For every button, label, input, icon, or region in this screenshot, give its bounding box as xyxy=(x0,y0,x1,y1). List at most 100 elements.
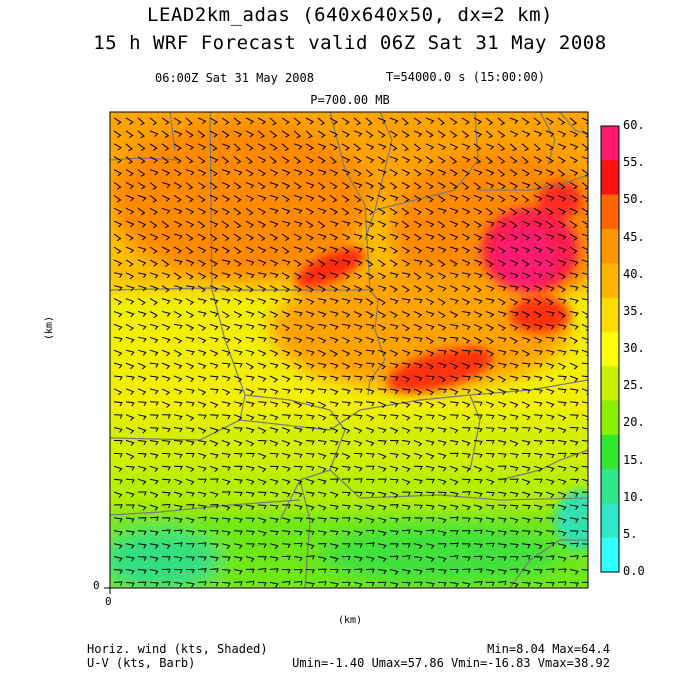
wind-barb xyxy=(485,581,495,587)
wind-barb xyxy=(389,207,398,216)
wind-barb xyxy=(197,194,206,203)
wind-barb xyxy=(149,401,159,406)
wind-barb xyxy=(521,156,529,165)
pressure-level: P=700.00 MB xyxy=(310,93,390,107)
wind-barb xyxy=(497,143,506,152)
wind-barb xyxy=(113,569,123,574)
wind-barb xyxy=(497,452,507,458)
wind-barb xyxy=(173,556,183,562)
wind-barb xyxy=(269,504,279,510)
wind-barb xyxy=(353,130,363,137)
wind-barb xyxy=(389,298,399,305)
wind-barb xyxy=(305,117,315,125)
wind-barb xyxy=(341,401,351,407)
wind-barb xyxy=(317,194,326,202)
wind-barb xyxy=(581,143,588,152)
wind-barb xyxy=(161,440,171,446)
wind-barb xyxy=(305,182,315,189)
wind-barb xyxy=(317,375,327,381)
wind-barb xyxy=(497,246,506,254)
wind-barb xyxy=(209,285,219,292)
wind-barb xyxy=(305,220,314,229)
wind-barb xyxy=(125,169,134,177)
wind-barb xyxy=(257,543,267,548)
wind-barb xyxy=(365,298,374,306)
wind-barb xyxy=(317,117,326,126)
wind-barb xyxy=(149,362,159,368)
wind-barb xyxy=(209,543,219,548)
wind-barb xyxy=(557,156,566,164)
wind-barb xyxy=(545,452,555,459)
wind-barb xyxy=(257,530,267,537)
wind-barb xyxy=(581,220,588,228)
wind-barb xyxy=(233,478,243,484)
wind-barb xyxy=(173,362,183,369)
wind-barb xyxy=(521,427,531,432)
wind-barb xyxy=(521,401,531,409)
wind-barb xyxy=(365,452,375,458)
wind-barb xyxy=(125,452,135,460)
wind-barb xyxy=(437,130,446,138)
wind-barb xyxy=(413,517,423,522)
wind-barb xyxy=(161,298,171,305)
wind-barb xyxy=(521,323,531,330)
wind-barb xyxy=(185,143,195,151)
wind-barb xyxy=(197,220,206,229)
wind-barb xyxy=(425,556,435,563)
wind-barb xyxy=(533,401,543,407)
wind-barb xyxy=(569,388,579,394)
wind-barb xyxy=(245,465,255,472)
wind-barb xyxy=(365,542,375,547)
wind-barb xyxy=(329,259,339,266)
wind-barb xyxy=(149,311,158,319)
wind-barb xyxy=(137,543,147,549)
wind-barb xyxy=(353,465,363,472)
wind-barb xyxy=(221,246,231,254)
wind-barb xyxy=(377,452,387,460)
colorbar-label: 20. xyxy=(623,415,645,430)
wind-barb xyxy=(449,349,459,356)
wind-barb xyxy=(389,182,398,190)
wind-barb xyxy=(521,220,531,228)
wind-barb xyxy=(473,182,482,190)
wind-barb xyxy=(437,194,446,203)
wind-barb xyxy=(113,478,123,484)
wind-barb xyxy=(521,272,531,279)
wind-barb xyxy=(533,194,543,202)
wind-barb xyxy=(449,194,459,202)
wind-barb xyxy=(137,169,146,177)
wind-barb xyxy=(461,504,471,511)
wind-barb xyxy=(137,478,147,485)
wind-barb xyxy=(413,491,423,497)
wind-barb xyxy=(402,491,411,496)
wind-barb xyxy=(485,130,494,139)
wind-barb xyxy=(113,543,123,549)
wind-barb xyxy=(557,568,567,573)
wind-barb xyxy=(509,362,519,369)
wind-barb xyxy=(533,491,543,497)
wind-barb xyxy=(557,311,566,319)
wind-barb xyxy=(197,401,207,408)
wind-barb xyxy=(137,517,147,522)
wind-barb xyxy=(557,169,566,177)
wind-barb xyxy=(473,581,483,586)
wind-barb xyxy=(497,349,507,356)
wind-barb xyxy=(389,169,399,177)
wind-barb xyxy=(461,323,471,331)
wind-barb xyxy=(125,143,133,152)
wind-barb xyxy=(257,491,267,497)
wind-barb xyxy=(221,117,230,125)
wind-barb xyxy=(497,117,506,126)
wind-barb xyxy=(329,272,339,279)
wind-barb xyxy=(437,182,447,189)
wind-barb xyxy=(233,246,242,255)
wind-barb xyxy=(473,156,482,164)
wind-barb xyxy=(389,194,399,201)
wind-barb xyxy=(293,349,303,357)
wind-barb xyxy=(461,194,471,202)
wind-barb xyxy=(413,117,422,125)
wind-barb xyxy=(233,323,243,330)
wind-barb xyxy=(269,233,279,241)
wind-barb xyxy=(497,530,507,536)
wind-barb xyxy=(581,194,588,203)
